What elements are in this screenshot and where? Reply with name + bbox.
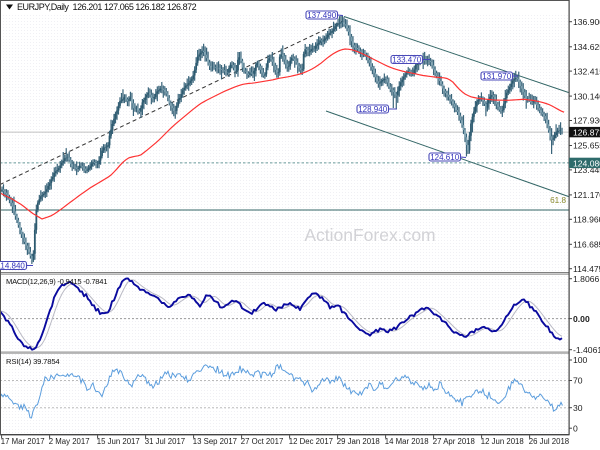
svg-text:-1.4061: -1.4061 [573,345,600,355]
svg-text:EURJPY,Daily 126.201 127.065: EURJPY,Daily 126.201 127.065 126.182 126… [17,2,197,12]
svg-text:26 Jul 2018: 26 Jul 2018 [529,437,569,446]
svg-text:136.900: 136.900 [573,17,600,27]
svg-text:29 Jan 2018: 29 Jan 2018 [337,437,380,446]
svg-text:132.415: 132.415 [573,66,600,76]
svg-text:118.960: 118.960 [573,215,600,225]
svg-text:2 May 2017: 2 May 2017 [49,437,90,446]
svg-text:114.475: 114.475 [573,264,600,274]
svg-text:27 Apr 2018: 27 Apr 2018 [433,437,475,446]
svg-text:0: 0 [573,423,578,433]
svg-text:100: 100 [573,355,588,365]
svg-text:127.930: 127.930 [573,116,600,126]
svg-text:15 Jun 2017: 15 Jun 2017 [97,437,140,446]
svg-text:14 Mar 2018: 14 Mar 2018 [385,437,429,446]
svg-text:124.080: 124.080 [573,158,600,168]
svg-text:1.8066: 1.8066 [573,274,600,284]
svg-text:13 Sep 2017: 13 Sep 2017 [193,437,237,446]
svg-text:128.940: 128.940 [358,105,387,114]
svg-text:27 Oct 2017: 27 Oct 2017 [241,437,283,446]
svg-text:125.655: 125.655 [573,141,600,151]
svg-text:12 Jun 2018: 12 Jun 2018 [481,437,524,446]
svg-text:134.625: 134.625 [573,42,600,52]
svg-text:RSI(14) 39.7854: RSI(14) 39.7854 [6,357,59,366]
svg-text:70: 70 [573,376,583,386]
svg-text:121.170: 121.170 [573,190,600,200]
svg-text:123.445: 123.445 [573,165,600,175]
svg-text:137.490: 137.490 [307,11,336,20]
svg-text:12 Dec 2017: 12 Dec 2017 [289,437,333,446]
svg-text:126.872: 126.872 [573,128,600,138]
svg-text:ActionForex.com: ActionForex.com [304,225,435,245]
svg-text:MACD(12,26,9) -0.9415 -0.7841: MACD(12,26,9) -0.9415 -0.7841 [6,277,107,286]
svg-text:133.470: 133.470 [392,56,421,65]
svg-text:61.8: 61.8 [550,196,566,205]
svg-text:124.610: 124.610 [430,153,459,162]
svg-text:0.00: 0.00 [573,314,590,324]
svg-text:17 Mar 2017: 17 Mar 2017 [1,437,45,446]
svg-text:130.140: 130.140 [573,91,600,101]
svg-text:116.685: 116.685 [573,240,600,250]
svg-text:114.840: 114.840 [0,262,25,271]
svg-text:31 Jul 2017: 31 Jul 2017 [145,437,185,446]
svg-text:131.970: 131.970 [482,72,511,81]
svg-text:30: 30 [573,403,583,413]
